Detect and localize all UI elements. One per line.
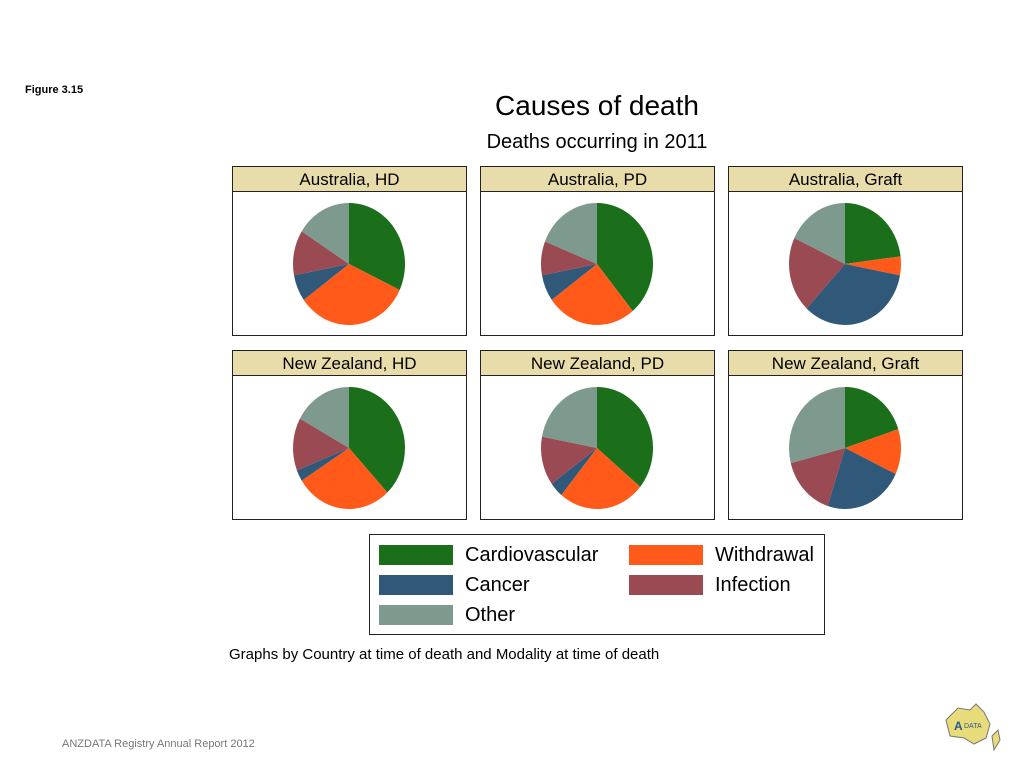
legend-swatch-cancer <box>379 575 453 595</box>
pie-slice-infection <box>789 238 845 309</box>
pie-slice-withdrawal <box>845 429 901 474</box>
chart-subtitle: Deaths occurring in 2011 <box>486 131 708 153</box>
pie-panel: Australia, Graft <box>728 166 963 336</box>
pie-slice-infection <box>293 418 349 471</box>
legend: Cardiovascular Withdrawal Cancer Infecti… <box>369 534 825 635</box>
pie-slice-cancer <box>806 264 901 325</box>
legend-swatch-withdrawal <box>629 545 703 565</box>
legend-label-cardiovascular: Cardiovascular <box>465 544 599 566</box>
pie-slice-other <box>541 387 597 448</box>
pie-slice-cardiovascular <box>845 203 901 264</box>
pie-slice-infection <box>790 448 845 507</box>
pie-slice-withdrawal <box>845 256 901 276</box>
pie-slice-other <box>789 387 845 464</box>
pie-slice-cardiovascular <box>845 387 899 448</box>
footer-text: ANZDATA Registry Annual Report 2012 <box>62 738 255 750</box>
pie-panel: Australia, PD <box>480 166 715 336</box>
pie-slice-cardiovascular <box>597 203 653 312</box>
pie-slice-withdrawal <box>301 448 388 509</box>
pie-panel: New Zealand, HD <box>232 350 467 520</box>
pie-slice-cancer <box>551 448 597 496</box>
pie-slice-other <box>301 203 349 264</box>
chart-note: Graphs by Country at time of death and M… <box>229 646 660 663</box>
pie-chart <box>541 203 653 325</box>
pie-chart <box>541 387 653 509</box>
pie-slice-other <box>544 203 597 264</box>
panel-title: New Zealand, PD <box>481 351 714 376</box>
pie-panel: New Zealand, Graft <box>728 350 963 520</box>
pie-panel: Australia, HD <box>232 166 467 336</box>
pie-slice-infection <box>541 241 597 276</box>
pie-slice-cardiovascular <box>349 203 405 290</box>
pie-chart <box>293 387 405 509</box>
pie-chart <box>789 387 901 509</box>
pie-slice-cancer <box>541 264 597 300</box>
pie-chart <box>293 203 405 325</box>
legend-swatch-infection <box>629 575 703 595</box>
pie-slice-infection <box>293 231 349 276</box>
pie-slice-cancer <box>827 448 896 509</box>
pie-slice-withdrawal <box>303 264 400 325</box>
svg-text:A: A <box>954 719 963 733</box>
pie-slice-other <box>794 203 845 264</box>
panel-title: New Zealand, Graft <box>729 351 962 376</box>
pie-chart <box>789 203 901 325</box>
pie-panel: New Zealand, PD <box>480 350 715 520</box>
pie-slice-cardiovascular <box>349 387 405 493</box>
pie-slice-cancer <box>293 264 349 300</box>
pie-slice-other <box>299 387 349 448</box>
panel-title: Australia, PD <box>481 167 714 192</box>
pie-slice-withdrawal <box>551 264 633 325</box>
pie-slice-withdrawal <box>561 448 641 509</box>
legend-label-other: Other <box>465 604 516 626</box>
pie-slice-infection <box>541 436 597 484</box>
svg-text:DATA: DATA <box>964 723 982 730</box>
anzdata-logo: A DATA <box>940 700 1004 757</box>
panel-title: New Zealand, HD <box>233 351 466 376</box>
panel-title: Australia, Graft <box>729 167 962 192</box>
figure-label: Figure 3.15 <box>25 84 84 96</box>
chart-title: Causes of death <box>495 90 699 121</box>
legend-label-withdrawal: Withdrawal <box>715 544 814 566</box>
legend-label-infection: Infection <box>715 574 791 596</box>
legend-swatch-cardiovascular <box>379 545 453 565</box>
pie-slice-cardiovascular <box>597 387 653 487</box>
pie-slice-cancer <box>296 448 349 481</box>
panel-title: Australia, HD <box>233 167 466 192</box>
legend-swatch-other <box>379 605 453 625</box>
legend-label-cancer: Cancer <box>465 574 530 596</box>
